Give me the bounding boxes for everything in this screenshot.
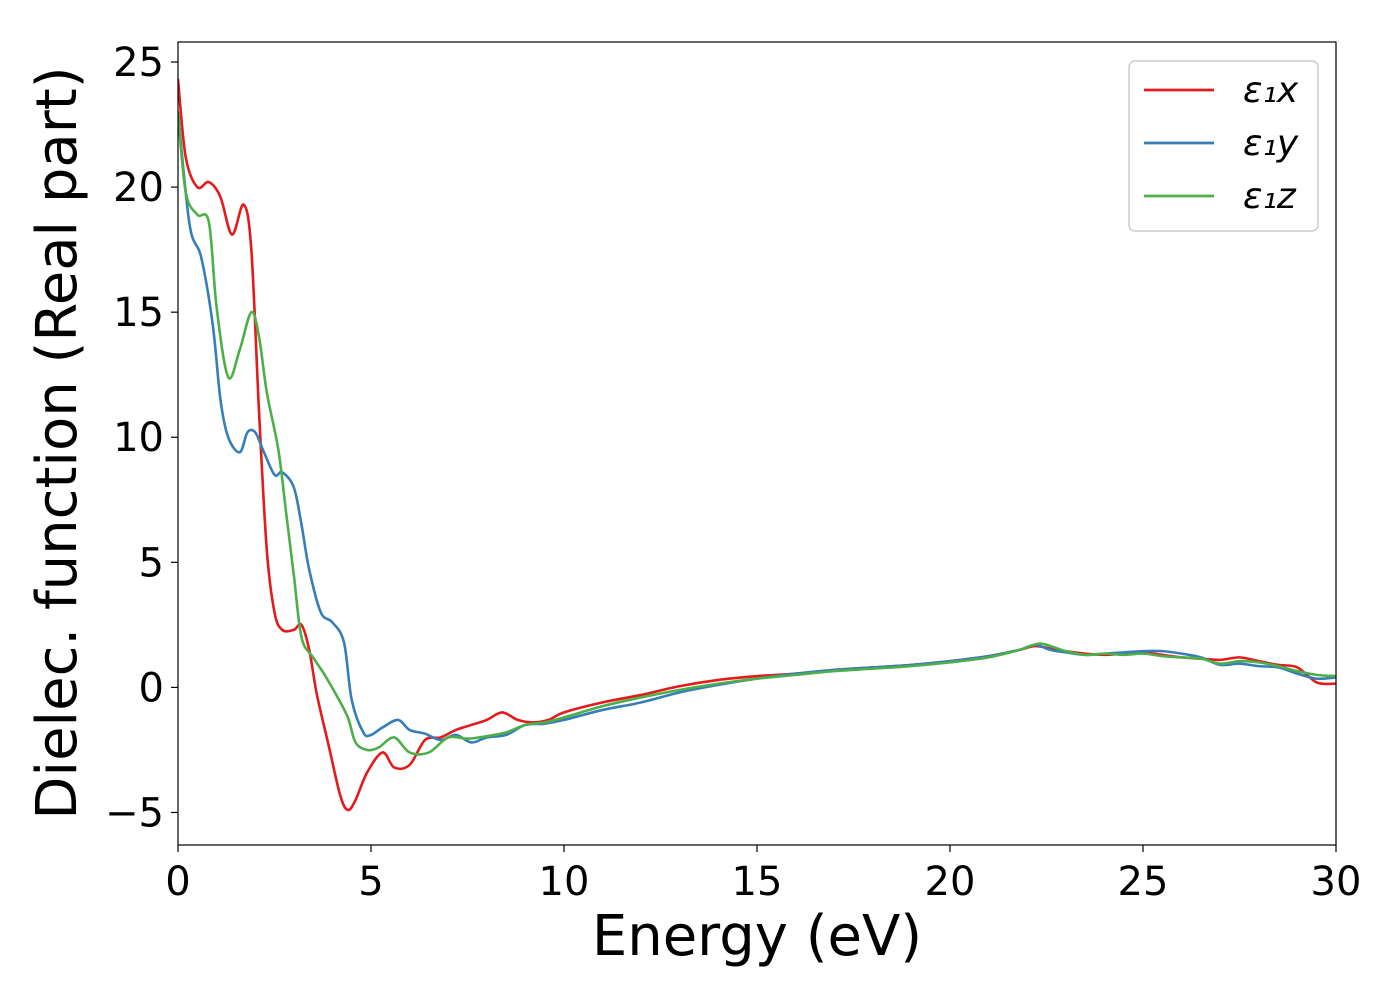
x-axis: 0 5 10 15 20 25 30	[165, 845, 1361, 905]
series-layer	[178, 78, 1336, 812]
y-tick-label: 15	[113, 290, 164, 336]
legend-label: ε₁x	[1243, 70, 1299, 111]
x-tick-label: 5	[358, 859, 383, 905]
y-tick-label: 10	[113, 415, 164, 461]
y-tick-label: −5	[105, 790, 164, 836]
x-tick-label: 10	[539, 859, 590, 905]
x-tick-label: 20	[925, 859, 976, 905]
y-tick-label: 20	[113, 165, 164, 211]
x-tick-label: 25	[1118, 859, 1169, 905]
legend-label: ε₁y	[1243, 123, 1299, 164]
y-tick-label: 5	[139, 540, 164, 586]
legend-items: ε₁x ε₁y ε₁z	[1144, 70, 1299, 217]
x-tick-label: 15	[732, 859, 783, 905]
y-tick-label: 25	[113, 40, 164, 86]
y-axis: −5 0 5 10 15 20 25	[105, 40, 178, 836]
x-tick-label: 30	[1311, 859, 1362, 905]
y-axis-title: Dielec. function (Real part)	[25, 66, 90, 819]
x-axis-title: Energy (eV)	[592, 904, 922, 969]
legend-label: ε₁z	[1243, 176, 1297, 217]
series-line-2	[178, 110, 1336, 756]
y-tick-label: 0	[139, 665, 164, 711]
legend-box	[1128, 60, 1319, 232]
legend: ε₁x ε₁y ε₁z	[1128, 60, 1319, 232]
x-tick-label: 0	[165, 859, 190, 905]
